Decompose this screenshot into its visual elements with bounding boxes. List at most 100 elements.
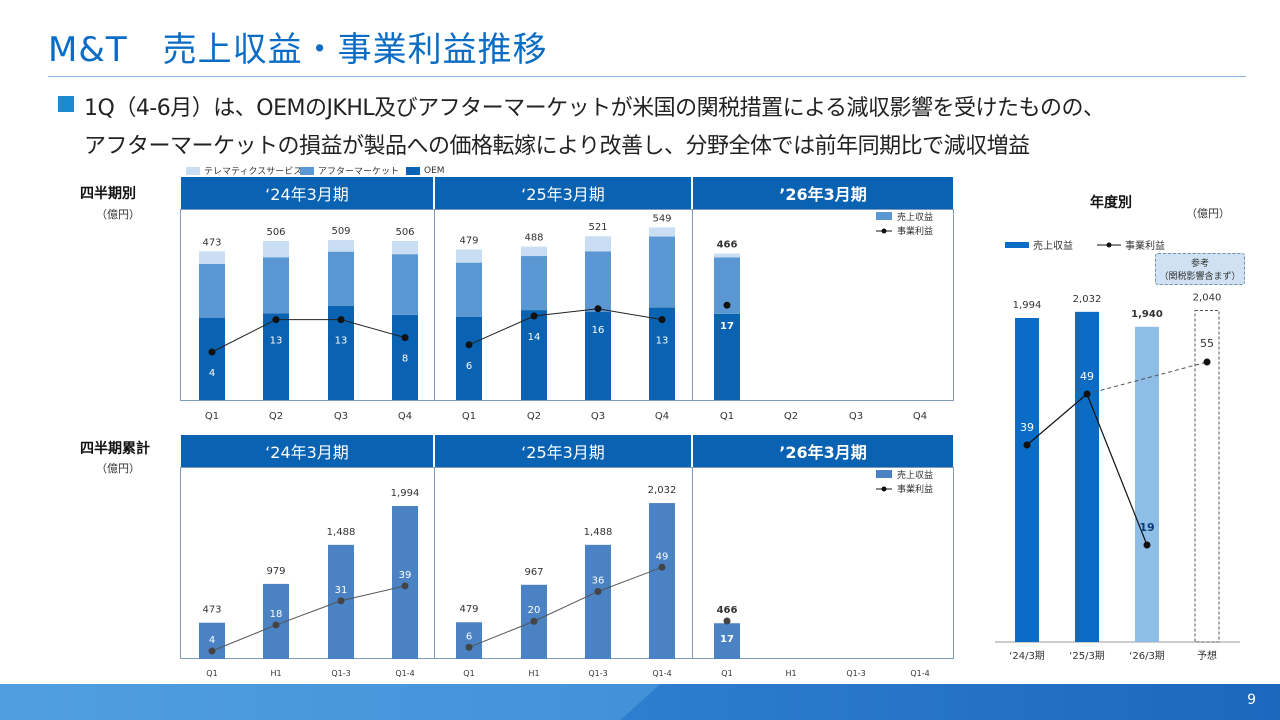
cumulative-profit-point (401, 582, 409, 590)
cumulative-sales-label: 473 (202, 605, 221, 616)
sales-total-label: 506 (266, 227, 285, 238)
annual-profit-point (1083, 390, 1091, 398)
legend-label: OEM (424, 165, 445, 176)
annual-profit-point (1203, 358, 1211, 366)
legend-aftermarket: アフターマーケット (300, 164, 399, 177)
period-header-fy26: ’26年3月期 (693, 177, 953, 209)
cumulative-profit-label: 17 (720, 634, 734, 645)
cumulative-tick-label: H1 (270, 669, 281, 678)
period-header-fy24: ‘24年3月期 (181, 177, 433, 209)
cumulative-profit-line (211, 585, 406, 652)
quarter-tick-label: Q2 (269, 411, 283, 422)
bar-aftermarket (456, 262, 482, 317)
cumulative-tick-label: Q1 (721, 669, 732, 678)
sales-total-label: 488 (524, 233, 543, 244)
cumulative-profit-label: 20 (528, 605, 541, 616)
quarter-tick-label: Q3 (591, 411, 605, 422)
cumulative-profit-label: 39 (399, 570, 412, 581)
profit-point (723, 301, 731, 309)
cumulative-profit-label: 4 (209, 635, 215, 646)
legend-oem: OEM (406, 164, 445, 177)
profit-point (401, 334, 409, 342)
cumulative-profit-point (208, 647, 216, 655)
bar-telematics (714, 253, 740, 258)
footer-accent (0, 684, 660, 720)
bar-aftermarket (392, 254, 418, 315)
inner-legend-swatch (876, 212, 892, 220)
cumulative-profit-point (723, 617, 731, 625)
quarter-tick-label: Q2 (527, 411, 541, 422)
annual-tick-label: ‘25/3期 (1069, 650, 1105, 662)
inner-legend-sales: 売上収益 (897, 469, 933, 481)
annual-profit-label: 19 (1139, 521, 1154, 534)
quarter-tick-label: Q1 (720, 411, 734, 422)
bar-oem (392, 314, 418, 400)
profit-point (272, 316, 280, 324)
bar-oem (585, 311, 611, 400)
bar-telematics (521, 246, 547, 257)
annual-profit-label: 55 (1200, 337, 1214, 350)
cumulative-sales-label: 1,488 (327, 527, 356, 538)
sales-total-label: 521 (588, 222, 607, 233)
panel-divider (434, 467, 435, 659)
cumulative-tick-label: Q1-4 (395, 669, 414, 678)
bar-cumulative (649, 503, 675, 659)
annual-sales-label: 2,032 (1073, 294, 1102, 305)
quarter-tick-label: Q3 (849, 411, 863, 422)
legend-label: アフターマーケット (318, 167, 400, 177)
profit-label: 13 (335, 336, 348, 347)
annual-legend-sales: 売上収益 (1033, 239, 1073, 252)
inner-legend-swatch (876, 470, 892, 478)
profit-label: 16 (592, 325, 605, 336)
profit-line (468, 308, 663, 346)
profit-point (530, 312, 538, 320)
cumulative-tick-label: H1 (528, 669, 539, 678)
legend-swatch (406, 166, 420, 175)
annual-tick-label: ‘26/3期 (1129, 650, 1165, 662)
cumulative-tick-label: Q1-3 (846, 669, 865, 678)
profit-label: 17 (720, 321, 734, 332)
inner-legend-profit: 事業利益 (897, 225, 933, 237)
cumulative-tick-label: Q1 (463, 669, 474, 678)
cumulative-tick-label: H1 (785, 669, 796, 678)
profit-point (465, 341, 473, 349)
annual-sales-label: 1,994 (1013, 300, 1042, 311)
page-title: M&T 売上収益・事業利益推移 (48, 30, 548, 70)
cumulative-sales-label: 479 (459, 604, 478, 615)
bar-aftermarket (263, 257, 289, 314)
bar-aftermarket (328, 251, 354, 306)
reference-sublabel: （関税影響含まず） (1159, 272, 1241, 282)
quarter-tick-label: Q3 (334, 411, 348, 422)
period-header-fy25: ‘25年3月期 (435, 177, 691, 209)
bar-oem (263, 313, 289, 400)
title-divider (48, 76, 1246, 77)
cumulative-profit-point (530, 617, 538, 625)
legend-swatch (300, 166, 314, 175)
bar-aftermarket (199, 263, 225, 318)
bar-telematics (649, 227, 675, 237)
cumulative-sales-label: 1,488 (584, 527, 613, 538)
sales-total-label: 479 (459, 235, 478, 246)
inner-legend-dot (881, 486, 887, 492)
bar-oem (521, 310, 547, 400)
profit-label: 13 (656, 336, 669, 347)
bar-cumulative (456, 622, 482, 659)
cumulative-profit-label: 49 (656, 551, 669, 562)
cumulative-sales-label: 2,032 (648, 485, 677, 496)
cumulative-profit-point (272, 621, 280, 629)
quarterly-panel (180, 209, 954, 401)
profit-point (658, 316, 666, 324)
cumulative-tick-label: Q1-3 (588, 669, 607, 678)
profit-point (208, 348, 216, 356)
quarter-tick-label: Q4 (913, 411, 927, 422)
annual-sales-label: 2,040 (1193, 293, 1222, 304)
legend-label: テレマティクスサービス (204, 167, 303, 177)
profit-point (594, 305, 602, 313)
bar-oem (456, 316, 482, 400)
cumulative-profit-label: 31 (335, 585, 348, 596)
bar-telematics (199, 251, 225, 264)
reference-note-box (1155, 253, 1245, 285)
cumulative-sales-label: 967 (524, 567, 543, 578)
quarter-tick-label: Q4 (398, 411, 412, 422)
reference-label: 参考 (1190, 259, 1209, 269)
